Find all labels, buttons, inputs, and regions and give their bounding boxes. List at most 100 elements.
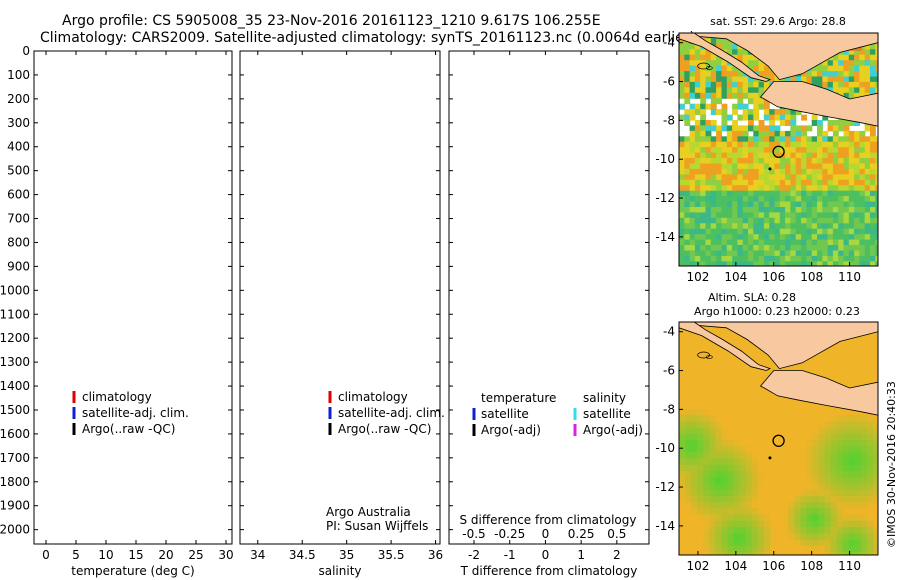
map2-cell <box>691 346 698 354</box>
map2-cell <box>824 502 832 509</box>
map2-cell <box>715 365 723 373</box>
map2-cell <box>745 365 753 373</box>
map1-cell <box>785 196 791 203</box>
map1-cell <box>726 141 733 148</box>
map1-cell <box>753 130 760 137</box>
map2-cell <box>751 471 759 478</box>
map1-cell <box>737 261 744 266</box>
map1-cell <box>827 174 834 181</box>
map1-cell <box>700 49 707 56</box>
map2-cell <box>727 545 735 553</box>
map1-cell <box>817 136 823 143</box>
map1-cell <box>790 109 797 116</box>
map1-cell <box>716 228 722 235</box>
map1-cell <box>748 60 754 67</box>
map1-cell <box>790 223 797 230</box>
map1-cell <box>716 125 722 132</box>
map1-cell <box>870 201 876 208</box>
map2-cell <box>745 551 753 555</box>
map2-cell <box>727 415 735 422</box>
map2-cell <box>842 427 850 435</box>
map2-cell <box>727 359 735 367</box>
map1-cell <box>679 54 685 61</box>
map2-cell <box>770 502 777 509</box>
map1-cell <box>785 212 791 219</box>
map1-cell <box>732 43 738 50</box>
map1-cell <box>801 158 807 164</box>
map1-cell <box>700 103 707 110</box>
map2-cell <box>848 377 856 385</box>
map2-land-0 <box>679 322 878 370</box>
map1-cell <box>769 207 776 213</box>
map1-cell <box>779 158 786 164</box>
map2-cell <box>806 427 814 435</box>
map2-cell <box>867 508 874 516</box>
map2-cell <box>715 427 723 435</box>
map2-cell <box>854 353 862 360</box>
map1-cell <box>854 71 860 78</box>
map1-cell <box>811 76 818 83</box>
map1-cell <box>758 239 765 246</box>
map1-field <box>679 33 878 266</box>
map1-cell <box>843 217 850 224</box>
map2-cell <box>873 539 878 547</box>
map1-cell <box>848 196 855 203</box>
map1-cell <box>859 185 866 192</box>
map1-cell <box>763 168 770 175</box>
map1-cell <box>864 71 871 78</box>
map2-cell <box>812 365 820 373</box>
map2-cell <box>800 359 807 367</box>
map2-cell <box>679 365 686 373</box>
map1-cell <box>684 109 691 116</box>
map1-cell <box>684 136 691 143</box>
map1-cell <box>737 185 744 192</box>
map2-cell <box>733 471 741 478</box>
map2-cell <box>733 527 741 534</box>
map1-cell <box>790 179 797 186</box>
map1-cell <box>705 228 712 235</box>
map1-cell <box>689 136 696 143</box>
map1-cell <box>769 163 776 170</box>
map2-cell <box>806 402 814 410</box>
map1-cell <box>679 223 685 230</box>
map1-cell <box>806 152 813 159</box>
map1-cell <box>875 245 878 251</box>
map1-cell <box>817 163 823 170</box>
map2-cell <box>836 440 844 447</box>
map2-cell <box>679 464 686 472</box>
map1-cell <box>774 239 781 246</box>
map1-cell <box>859 234 866 241</box>
map1-cell <box>864 255 871 262</box>
map1-cell <box>822 81 829 88</box>
map2-cell <box>842 520 850 528</box>
map2-cell <box>703 421 710 429</box>
map2-cell <box>848 508 856 516</box>
map1-cell <box>774 261 781 266</box>
map2-cell <box>697 551 704 555</box>
map2-cell <box>697 365 704 373</box>
map1-cell <box>854 152 860 159</box>
map1-cell <box>859 190 866 197</box>
map1-cell <box>689 245 696 251</box>
map1-cell <box>817 125 823 132</box>
map1-cell <box>742 239 749 246</box>
map1-cell <box>870 190 876 197</box>
map2-cell <box>818 433 826 441</box>
map2-cell <box>757 520 765 528</box>
map1-cell <box>689 43 696 50</box>
map1-cell <box>785 223 791 230</box>
map1-cell <box>864 87 871 94</box>
map2-cell <box>751 483 759 491</box>
map1-cell <box>801 174 807 181</box>
map2-cell <box>709 433 716 441</box>
map1-cell <box>700 65 707 72</box>
map1-cell <box>854 261 860 266</box>
map1-cell <box>737 245 744 251</box>
map1-cell <box>710 81 717 88</box>
map2-cell <box>812 409 820 416</box>
map2-cell <box>697 477 704 485</box>
map1-cell <box>710 136 717 143</box>
map2-cell <box>721 533 729 541</box>
map1-cell <box>848 152 855 159</box>
